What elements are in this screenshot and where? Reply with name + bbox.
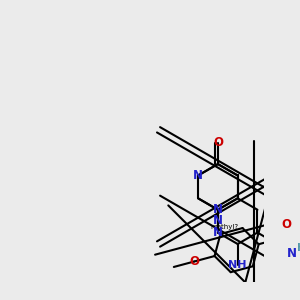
Text: N: N [213,203,223,216]
Text: O: O [281,218,291,231]
Text: N: N [213,214,223,227]
Text: N: N [193,169,203,182]
Text: N: N [287,247,297,260]
Text: methyl?: methyl? [211,224,239,230]
Text: O: O [189,255,199,268]
Text: H: H [297,243,300,254]
Text: N: N [213,226,223,239]
Text: O: O [213,136,223,149]
Text: NH: NH [228,260,247,270]
